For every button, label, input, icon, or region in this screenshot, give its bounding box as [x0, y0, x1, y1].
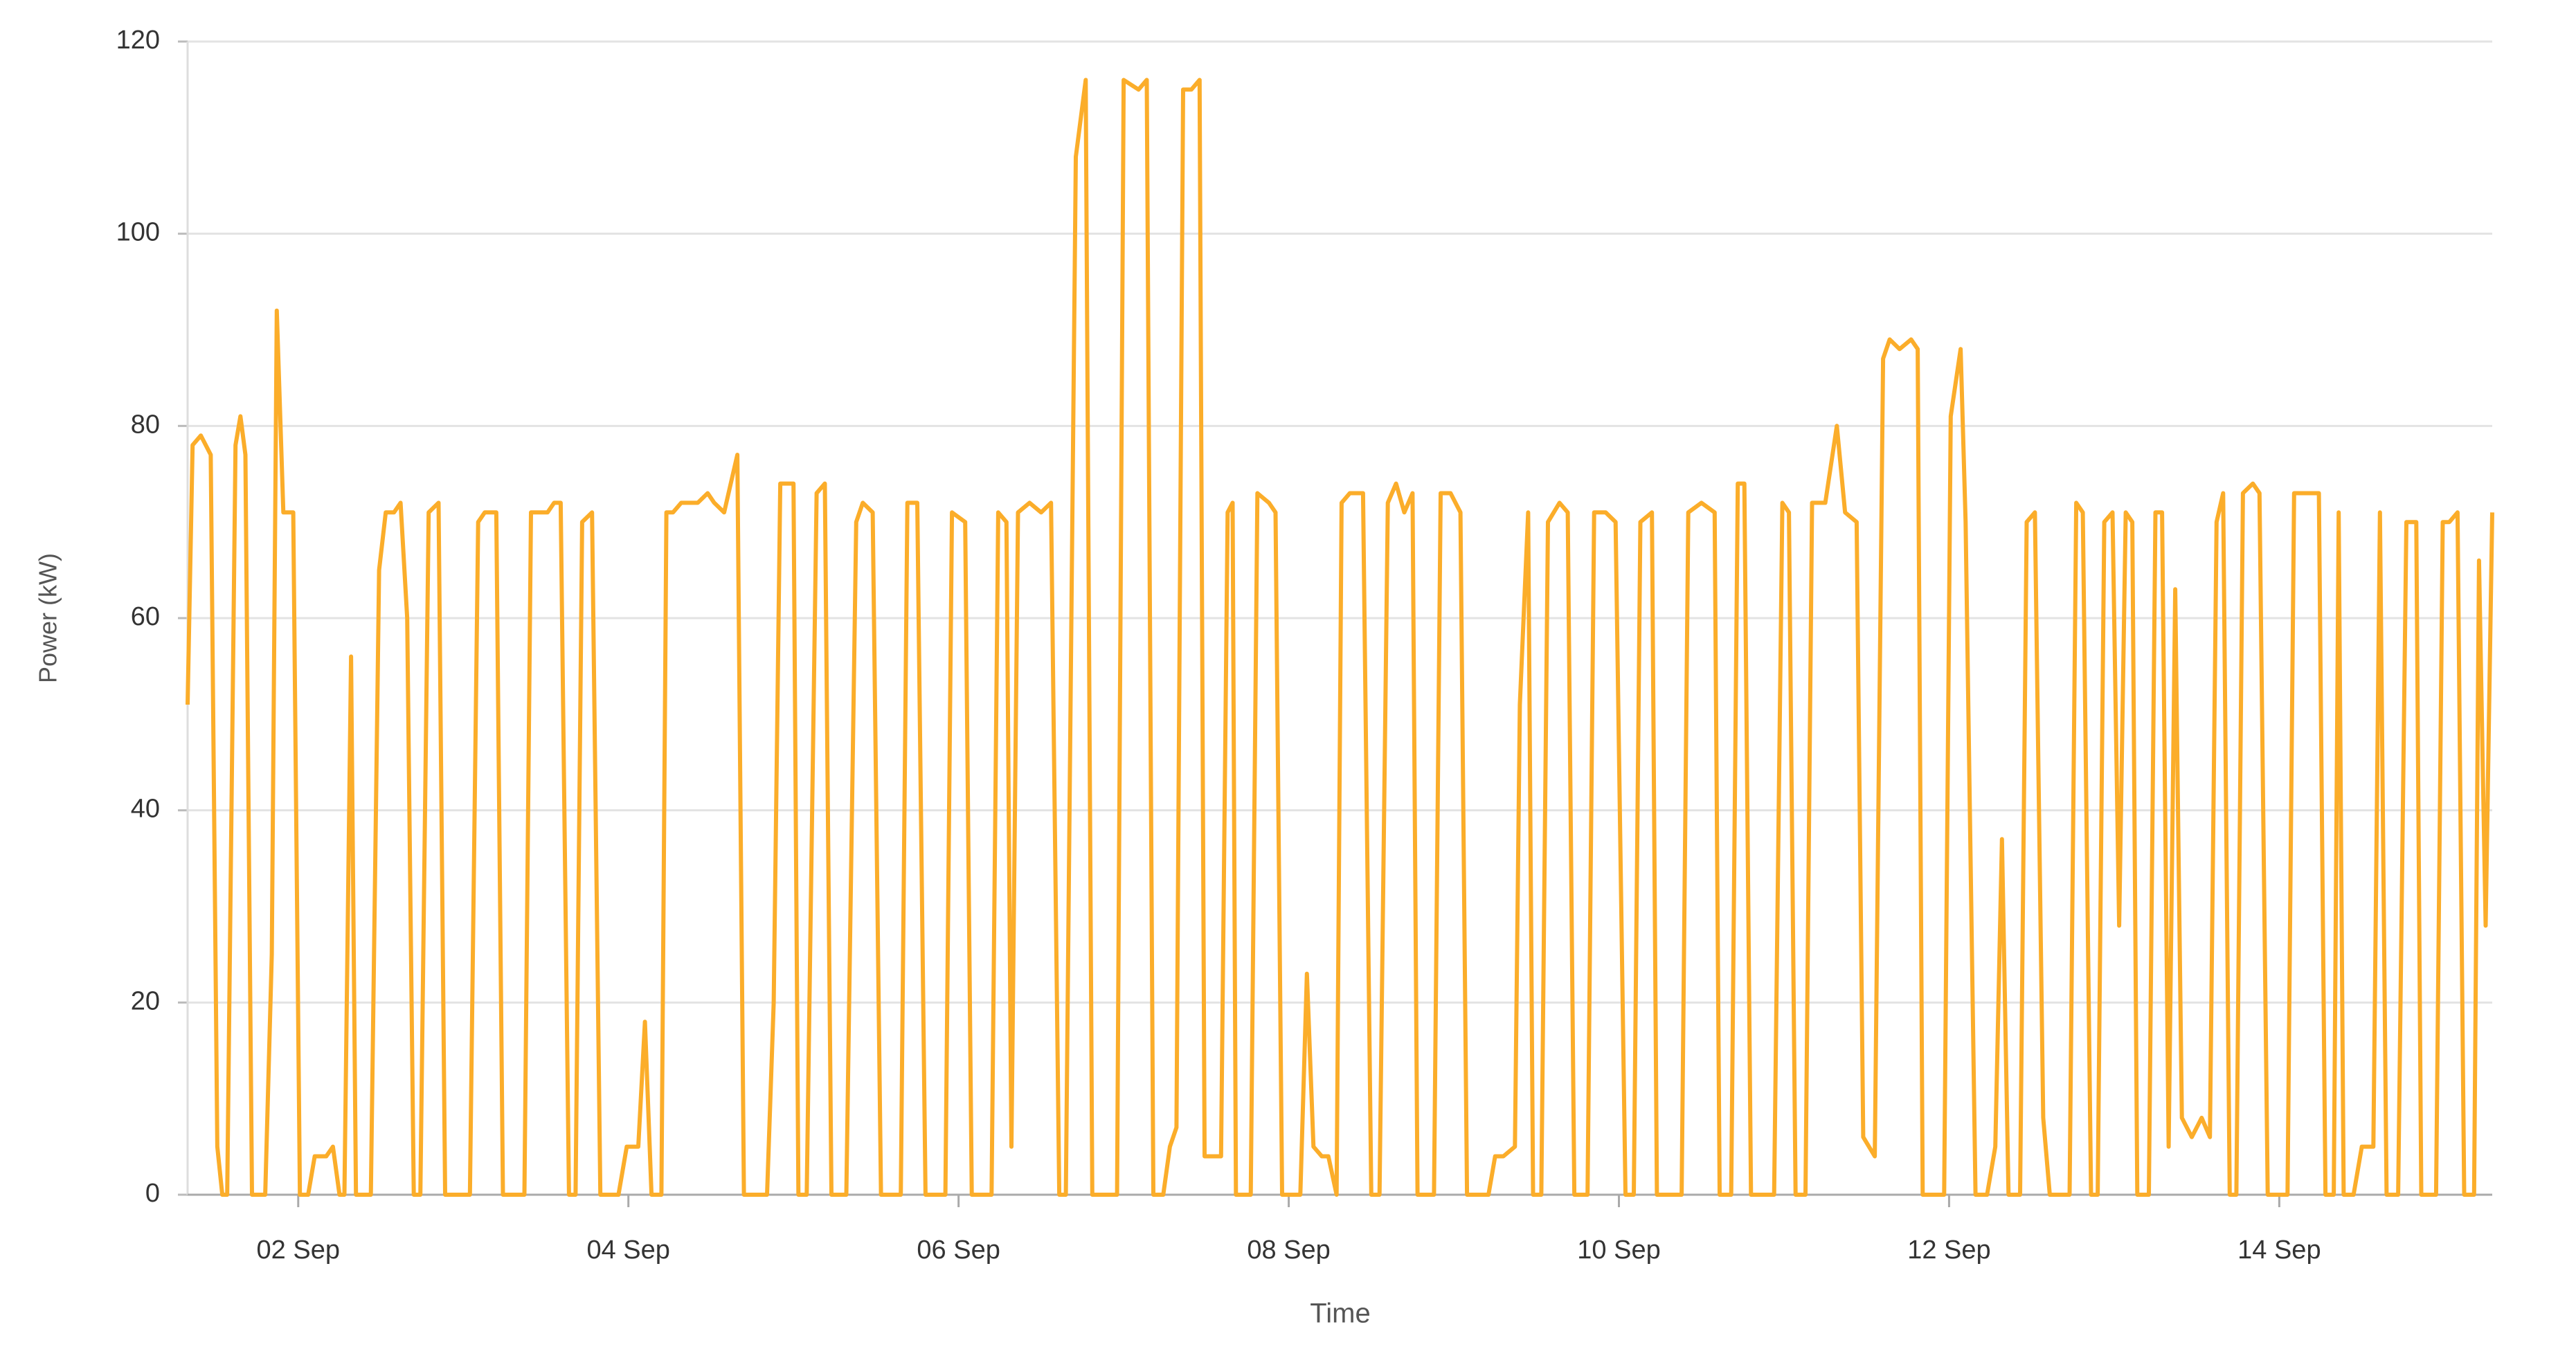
- y-tick-label: 100: [116, 218, 160, 247]
- x-tick-label: 06 Sep: [917, 1236, 1000, 1265]
- y-tick-label: 40: [131, 795, 160, 824]
- y-tick-label: 120: [116, 26, 160, 55]
- y-tick-label: 0: [145, 1179, 160, 1208]
- x-tick-label: 02 Sep: [257, 1236, 340, 1265]
- x-tick-label: 10 Sep: [1577, 1236, 1660, 1265]
- y-axis-label: Power (kW): [34, 553, 62, 683]
- x-tick-label: 12 Sep: [1907, 1236, 1990, 1265]
- y-tick-label: 80: [131, 410, 160, 439]
- x-tick-label: 08 Sep: [1247, 1236, 1330, 1265]
- y-tick-label: 60: [131, 602, 160, 631]
- y-tick-label: 20: [131, 986, 160, 1015]
- power-line: [186, 78, 2494, 1197]
- x-tick-label: 04 Sep: [586, 1236, 669, 1265]
- x-tick-label: 14 Sep: [2237, 1236, 2321, 1265]
- x-axis-label: Time: [1310, 1299, 1370, 1329]
